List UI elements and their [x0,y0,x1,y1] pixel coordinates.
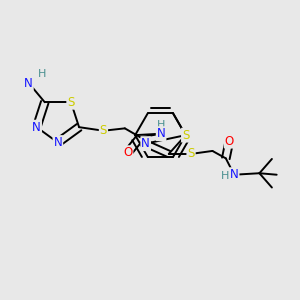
Text: N: N [32,121,41,134]
Text: H: H [38,69,46,79]
Text: S: S [182,129,189,142]
Text: N: N [24,77,33,90]
Text: H: H [157,120,165,130]
Text: O: O [123,146,132,159]
Text: N: N [141,137,150,150]
Text: S: S [188,147,195,161]
Text: O: O [225,135,234,148]
Text: N: N [230,168,239,181]
Text: H: H [220,171,229,181]
Text: S: S [67,96,75,109]
Text: S: S [100,124,107,137]
Text: N: N [53,136,62,149]
Text: N: N [157,127,166,140]
